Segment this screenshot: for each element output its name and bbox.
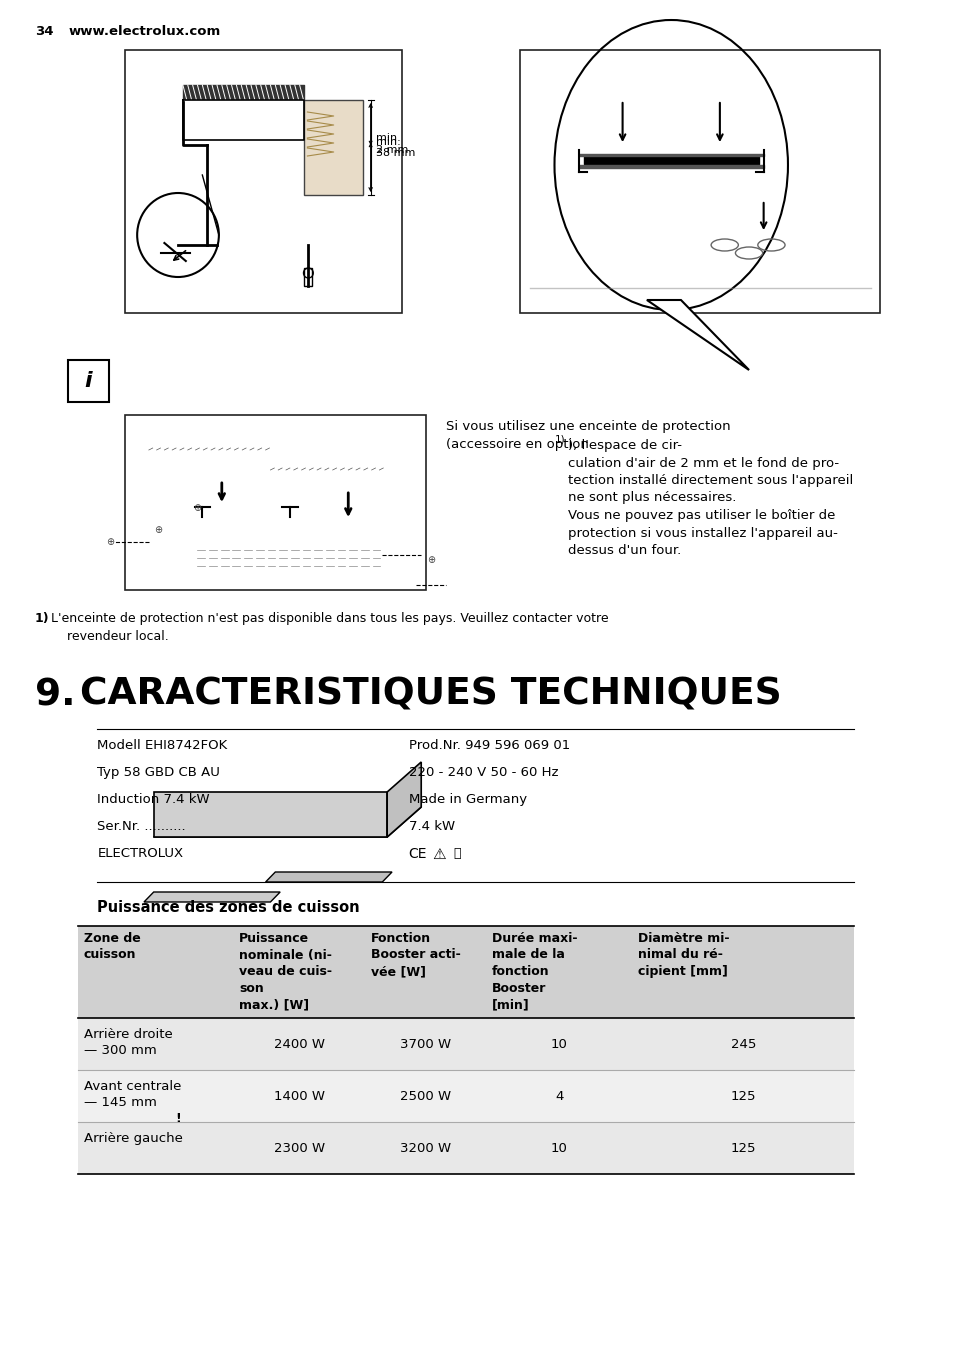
Text: Puissance
nominale (ni-
veau de cuis-
son
max.) [W]: Puissance nominale (ni- veau de cuis- so… <box>239 932 332 1011</box>
Text: 10: 10 <box>550 1037 567 1051</box>
Text: 2400 W: 2400 W <box>274 1037 324 1051</box>
Polygon shape <box>806 1052 826 1117</box>
Text: Modell EHI8742FOK: Modell EHI8742FOK <box>97 740 228 752</box>
Text: Zone de
cuisson: Zone de cuisson <box>84 932 140 961</box>
Text: 1): 1) <box>555 434 565 443</box>
Polygon shape <box>646 300 748 370</box>
Polygon shape <box>680 1073 806 1117</box>
Text: Avant centrale
— 145 mm: Avant centrale — 145 mm <box>84 1080 181 1109</box>
Text: Puissance des zones de cuisson: Puissance des zones de cuisson <box>97 900 359 915</box>
Text: 125: 125 <box>730 1141 755 1155</box>
Polygon shape <box>144 892 280 902</box>
Text: (accessoire en option: (accessoire en option <box>445 438 588 452</box>
Bar <box>304 100 362 195</box>
Text: Prod.Nr. 949 596 069 01: Prod.Nr. 949 596 069 01 <box>408 740 569 752</box>
Text: 10: 10 <box>550 1141 567 1155</box>
Text: 2300 W: 2300 W <box>274 1141 324 1155</box>
Polygon shape <box>680 1096 826 1117</box>
Text: 🚯: 🚯 <box>453 846 460 860</box>
Text: 4: 4 <box>555 1090 563 1102</box>
Polygon shape <box>153 792 387 837</box>
Bar <box>125 415 426 589</box>
Text: 3200 W: 3200 W <box>399 1141 451 1155</box>
Text: ELECTROLUX: ELECTROLUX <box>97 846 183 860</box>
Text: Arrière gauche: Arrière gauche <box>84 1132 182 1145</box>
Bar <box>520 50 880 314</box>
Text: 9.: 9. <box>35 677 75 713</box>
Text: Fonction
Booster acti-
vée [W]: Fonction Booster acti- vée [W] <box>371 932 460 977</box>
Bar <box>125 50 401 314</box>
Text: CE: CE <box>408 846 427 861</box>
Text: Made in Germany: Made in Germany <box>408 794 526 806</box>
Text: www.electrolux.com: www.electrolux.com <box>68 24 220 38</box>
Text: 7.4 kW: 7.4 kW <box>408 821 455 833</box>
Bar <box>78 926 853 1018</box>
Text: Si vous utilisez une enceinte de protection: Si vous utilisez une enceinte de protect… <box>445 420 729 433</box>
Text: ⊕: ⊕ <box>106 537 113 548</box>
Text: Diamètre mi-
nimal du ré-
cipient [mm]: Diamètre mi- nimal du ré- cipient [mm] <box>638 932 729 977</box>
Text: 3700 W: 3700 W <box>399 1037 451 1051</box>
Polygon shape <box>153 807 421 837</box>
Text: !: ! <box>175 1113 181 1125</box>
Bar <box>78 1122 853 1174</box>
Text: CARACTERISTIQUES TECHNIQUES: CARACTERISTIQUES TECHNIQUES <box>80 677 781 713</box>
Text: Typ 58 GBD CB AU: Typ 58 GBD CB AU <box>97 767 220 779</box>
Text: 2500 W: 2500 W <box>399 1090 451 1102</box>
Text: 34: 34 <box>35 24 53 38</box>
Text: ⚠: ⚠ <box>432 846 445 863</box>
Text: i: i <box>85 370 92 391</box>
Text: 1400 W: 1400 W <box>274 1090 324 1102</box>
Text: 220 - 240 V 50 - 60 Hz: 220 - 240 V 50 - 60 Hz <box>408 767 558 779</box>
Bar <box>304 268 312 287</box>
Text: Induction 7.4 kW: Induction 7.4 kW <box>97 794 210 806</box>
Polygon shape <box>387 763 421 837</box>
Bar <box>68 360 109 402</box>
Text: L'enceinte de protection n'est pas disponible dans tous les pays. Veuillez conta: L'enceinte de protection n'est pas dispo… <box>51 612 608 642</box>
Text: Durée maxi-
male de la
fonction
Booster
[min]: Durée maxi- male de la fonction Booster … <box>492 932 578 1011</box>
Text: ⊕: ⊕ <box>193 503 201 512</box>
Text: Arrière droite
— 300 mm: Arrière droite — 300 mm <box>84 1028 172 1057</box>
Text: 245: 245 <box>730 1037 755 1051</box>
Text: 1): 1) <box>35 612 50 625</box>
Text: min.
2 mm: min. 2 mm <box>376 134 409 154</box>
Text: ), l'espace de cir-
culation d'air de 2 mm et le fond de pro-
tection installé d: ), l'espace de cir- culation d'air de 2 … <box>568 439 853 557</box>
Text: Ser.Nr. ..........: Ser.Nr. .......... <box>97 821 186 833</box>
Text: 125: 125 <box>730 1090 755 1102</box>
Polygon shape <box>265 872 392 882</box>
Text: ⊕: ⊕ <box>154 525 162 535</box>
Bar <box>78 1069 853 1122</box>
Text: min.
38 mm: min. 38 mm <box>376 137 416 158</box>
Text: ⊕: ⊕ <box>426 556 435 565</box>
Bar <box>78 1018 853 1069</box>
